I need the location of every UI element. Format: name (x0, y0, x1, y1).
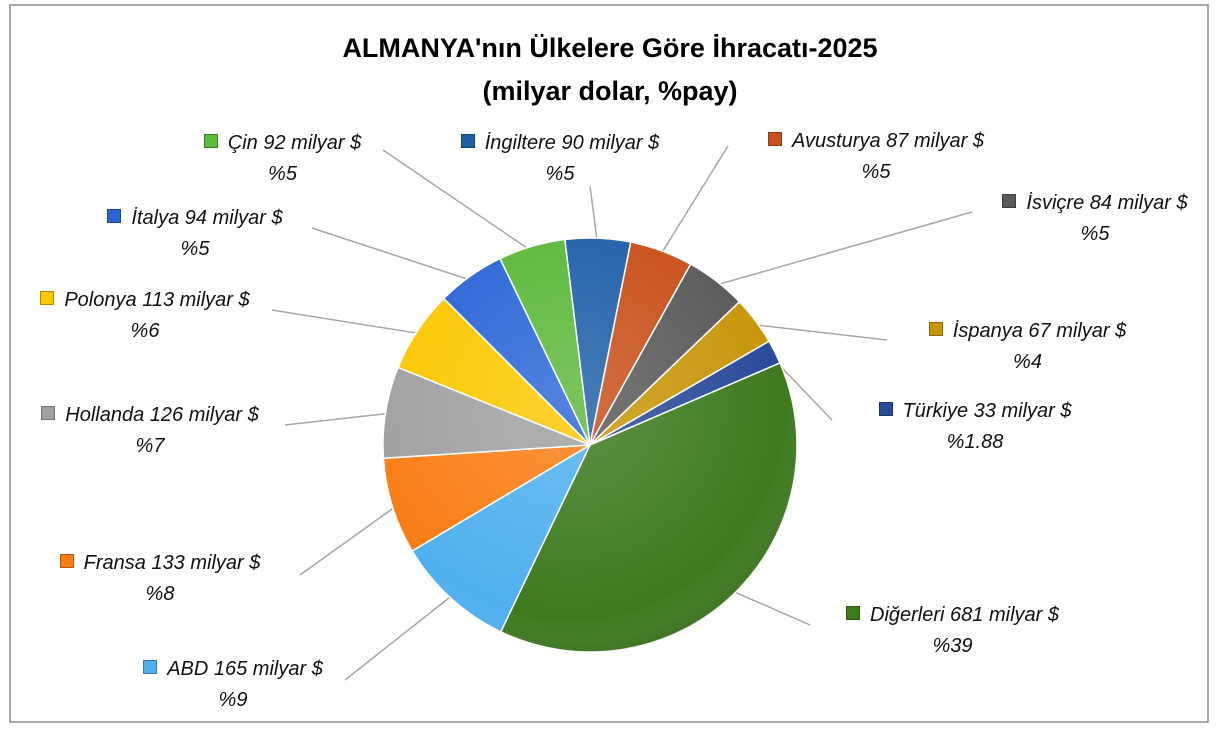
legend-swatch (59, 554, 74, 568)
data-label: Avusturya 87 milyar $ %5 (745, 126, 1007, 188)
legend-swatch (460, 134, 475, 148)
label-text: %6 (130, 320, 160, 342)
label-text: %39 (932, 635, 973, 657)
leader-line (284, 412, 392, 426)
label-text: 92 milyar $ (263, 132, 362, 154)
label-text: Türkiye (902, 400, 969, 422)
label-text: İsviçre (1026, 192, 1085, 214)
leader-line (589, 185, 599, 245)
label-text: %1.88 (946, 431, 1004, 453)
chart-subtitle: (milyar dolar, %pay) (482, 76, 737, 106)
label-text: Polonya (64, 289, 137, 311)
data-label: Çin 92 milyar $ %5 (180, 128, 385, 190)
label-text: 133 milyar $ (151, 552, 261, 574)
legend-swatch (1002, 194, 1017, 208)
label-text: 681 milyar $ (950, 604, 1059, 626)
label-text: 67 milyar $ (1028, 320, 1127, 342)
label-text: 126 milyar $ (149, 404, 259, 426)
data-label: İspanya 67 milyar $ %4 (900, 316, 1155, 378)
label-text: Diğerleri (870, 604, 945, 626)
label-text: %4 (1013, 351, 1042, 373)
data-label: Hollanda 126 milyar $ %7 (15, 400, 285, 462)
label-text: 84 milyar $ (1089, 192, 1188, 214)
label-text: Avusturya (792, 130, 881, 152)
legend-swatch (768, 132, 783, 146)
label-text: %5 (268, 163, 297, 185)
legend-swatch (107, 209, 122, 223)
label-text: Çin (227, 132, 258, 154)
leader-line (382, 149, 534, 253)
legend-swatch (41, 406, 56, 420)
label-text: İspanya (952, 320, 1023, 342)
label-text: 87 milyar $ (886, 130, 984, 152)
legend-swatch (143, 660, 158, 674)
label-text: %9 (218, 689, 248, 711)
label-text: 33 milyar $ (973, 400, 1072, 422)
label-text: 94 milyar $ (184, 207, 283, 229)
label-text: Hollanda (65, 404, 145, 426)
data-label: Fransa 133 milyar $ %8 (30, 548, 290, 610)
chart-title: ALMANYA'nın Ülkelere Göre İhracatı-2025 (342, 33, 877, 63)
label-text: 165 milyar $ (213, 658, 323, 680)
data-label: İtalya 94 milyar $ %5 (75, 203, 315, 265)
label-text: %8 (145, 583, 175, 605)
label-text: %5 (861, 161, 891, 183)
data-label: Diğerleri 681 milyar $ %39 (820, 600, 1085, 662)
legend-swatch (40, 291, 55, 305)
data-label: ABD 165 milyar $ %9 (118, 654, 348, 716)
data-label: Polonya 113 milyar $ %6 (15, 285, 275, 347)
label-text: %5 (1080, 223, 1110, 245)
data-label: Türkiye 33 milyar $ %1.88 (850, 396, 1100, 458)
label-text: %7 (135, 435, 165, 457)
label-text: İtalya (131, 207, 180, 229)
legend-swatch (846, 606, 861, 620)
data-label: İsviçre 84 milyar $ %5 (975, 188, 1215, 250)
label-text: %5 (545, 163, 575, 185)
legend-swatch (878, 402, 893, 416)
label-text: %5 (180, 238, 210, 260)
legend-swatch (203, 134, 218, 148)
data-label: İngiltere 90 milyar $ %5 (430, 128, 690, 190)
label-text: 113 milyar $ (142, 289, 250, 311)
label-text: 90 milyar $ (561, 132, 660, 154)
label-text: Fransa (83, 552, 146, 574)
legend-swatch (928, 322, 943, 336)
label-text: ABD (167, 658, 209, 680)
label-text: İngiltere (484, 132, 556, 154)
leader-line (299, 503, 399, 576)
